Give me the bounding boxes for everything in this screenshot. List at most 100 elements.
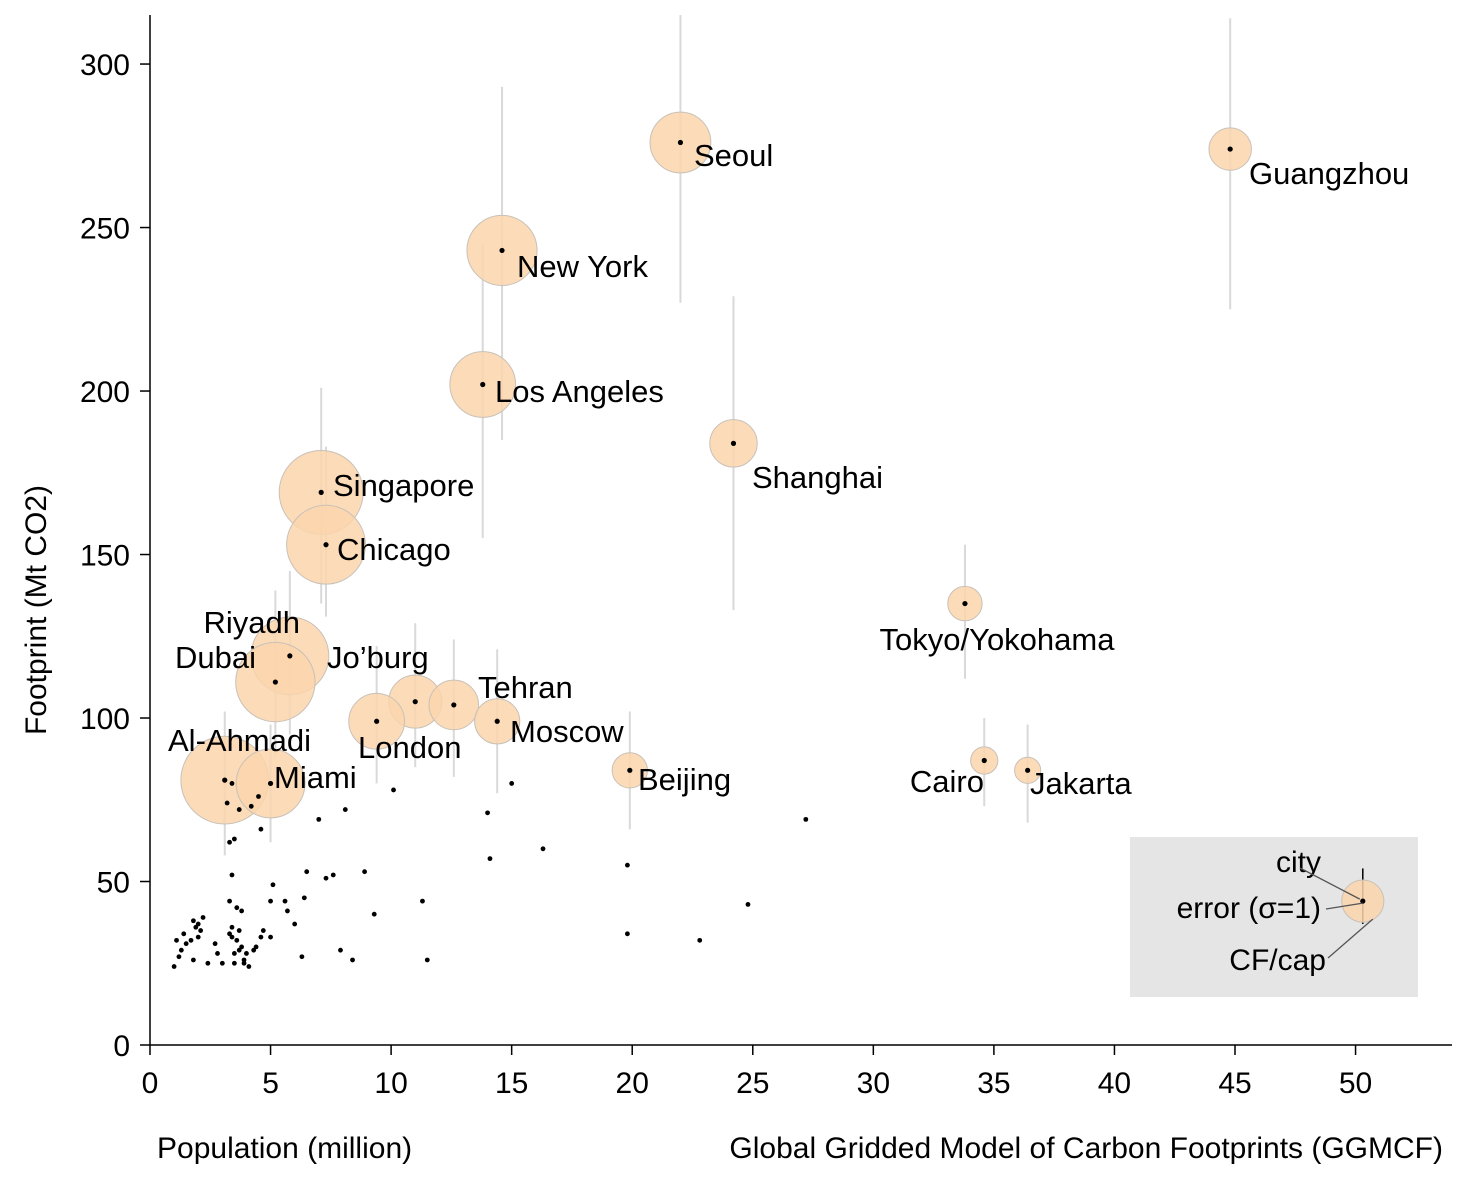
city-point-66 (183, 941, 189, 947)
city-point-23 (371, 911, 377, 917)
city-point-18 (745, 901, 751, 907)
city-point-59 (200, 915, 206, 920)
city-point-65 (188, 937, 194, 943)
city-point-8 (227, 839, 232, 845)
label-los-angeles: Los Angeles (495, 374, 664, 409)
legend-leader-2 (1325, 902, 1363, 910)
point-dubai (272, 679, 278, 685)
y-tick-label-50: 50 (97, 867, 130, 900)
city-point-28 (323, 875, 329, 881)
city-point-76 (239, 908, 245, 914)
label-beijing: Beijing (638, 762, 731, 797)
city-point-24 (362, 869, 367, 875)
city-point-38 (260, 928, 266, 933)
point-jakarta (1025, 767, 1031, 773)
city-point-48 (231, 960, 237, 966)
city-point-39 (258, 934, 264, 940)
city-point-1 (229, 781, 235, 786)
y-tick-label-0: 0 (113, 1030, 130, 1063)
label-jakarta: Jakarta (1030, 766, 1132, 801)
city-point-57 (212, 941, 218, 947)
y-tick-label-200: 200 (80, 376, 130, 409)
city-point-16 (625, 862, 630, 868)
point-cairo (981, 757, 987, 764)
label-moscow: Moscow (510, 714, 624, 749)
city-dots (171, 139, 1233, 969)
city-point-17 (803, 816, 809, 822)
city-point-32 (292, 921, 298, 927)
label-london: London (358, 730, 461, 765)
city-point-2 (224, 800, 230, 806)
tick-labels: 0 5 10 15 20 25 30 35 40 45 50 0 50 100 150 200 250 300 (80, 49, 1372, 1100)
city-point-30 (301, 895, 307, 901)
point-riyadh (287, 653, 293, 659)
point-chicago (323, 542, 329, 548)
city-point-61 (195, 934, 201, 940)
city-point-49 (229, 924, 235, 930)
point-beijing (627, 767, 633, 773)
city-point-71 (171, 964, 177, 969)
label-cairo: Cairo (910, 764, 984, 799)
city-point-67 (181, 931, 187, 937)
city-point-34 (282, 898, 288, 904)
x-tick-label-35: 35 (977, 1067, 1010, 1100)
label-singapore: Singapore (333, 468, 474, 503)
city-point-68 (178, 947, 184, 953)
city-point-63 (191, 957, 196, 963)
label-jo-burg: Jo’burg (327, 640, 429, 675)
city-point-52 (229, 872, 235, 878)
legend-label-2: error (σ=1) (1177, 892, 1321, 925)
point-al-ahmadi (222, 777, 228, 783)
x-tick-label-5: 5 (262, 1067, 279, 1100)
city-point-64 (191, 918, 196, 924)
label-dubai: Dubai (175, 640, 256, 675)
city-point-46 (234, 937, 240, 943)
city-point-42 (246, 964, 252, 969)
point-singapore (318, 489, 324, 495)
label-shanghai: Shanghai (752, 460, 883, 495)
city-point-55 (219, 960, 225, 966)
city-point-69 (176, 954, 182, 960)
x-tick-label-30: 30 (857, 1067, 890, 1100)
city-point-53 (234, 905, 240, 911)
city-point-56 (215, 951, 220, 956)
city-point-41 (251, 947, 257, 953)
x-tick-label-50: 50 (1339, 1067, 1372, 1100)
x-tick-label-0: 0 (142, 1067, 159, 1100)
city-point-74 (236, 947, 242, 953)
city-point-29 (304, 869, 310, 875)
point-guangzhou (1227, 146, 1233, 152)
point-tehran (451, 702, 457, 708)
y-tick-label-100: 100 (80, 703, 130, 736)
city-point-27 (330, 872, 336, 878)
city-point-33 (285, 908, 290, 914)
x-tick-label-15: 15 (495, 1067, 528, 1100)
point-miami (267, 780, 274, 787)
legend-box: city error (σ=1) CF/cap (1130, 837, 1418, 997)
city-point-37 (268, 934, 273, 940)
y-axis-title: Footprint (Mt CO2) (20, 485, 53, 735)
point-shanghai (730, 440, 737, 446)
label-riyadh: Riyadh (204, 605, 301, 640)
x-axis-title: Population (million) (157, 1132, 412, 1165)
city-point-70 (174, 937, 179, 943)
city-point-31 (299, 954, 305, 960)
x-tick-label-20: 20 (616, 1067, 649, 1100)
label-al-ahmadi: Al-Ahmadi (168, 723, 311, 758)
city-point-60 (198, 928, 204, 933)
legend-leader-3 (1327, 918, 1374, 959)
city-point-36 (268, 898, 273, 904)
city-point-5 (256, 794, 261, 799)
label-tokyo-yokohama: Tokyo/Yokohama (880, 622, 1116, 657)
point-moscow (494, 718, 500, 724)
city-point-26 (338, 947, 343, 953)
city-point-35 (270, 882, 276, 888)
city-point-47 (231, 951, 237, 956)
city-point-19 (697, 937, 703, 943)
x-tick-label-25: 25 (736, 1067, 769, 1100)
city-point-7 (231, 836, 237, 842)
point-los-angeles (480, 381, 486, 388)
city-point-45 (236, 928, 242, 933)
axes (140, 15, 1452, 1055)
